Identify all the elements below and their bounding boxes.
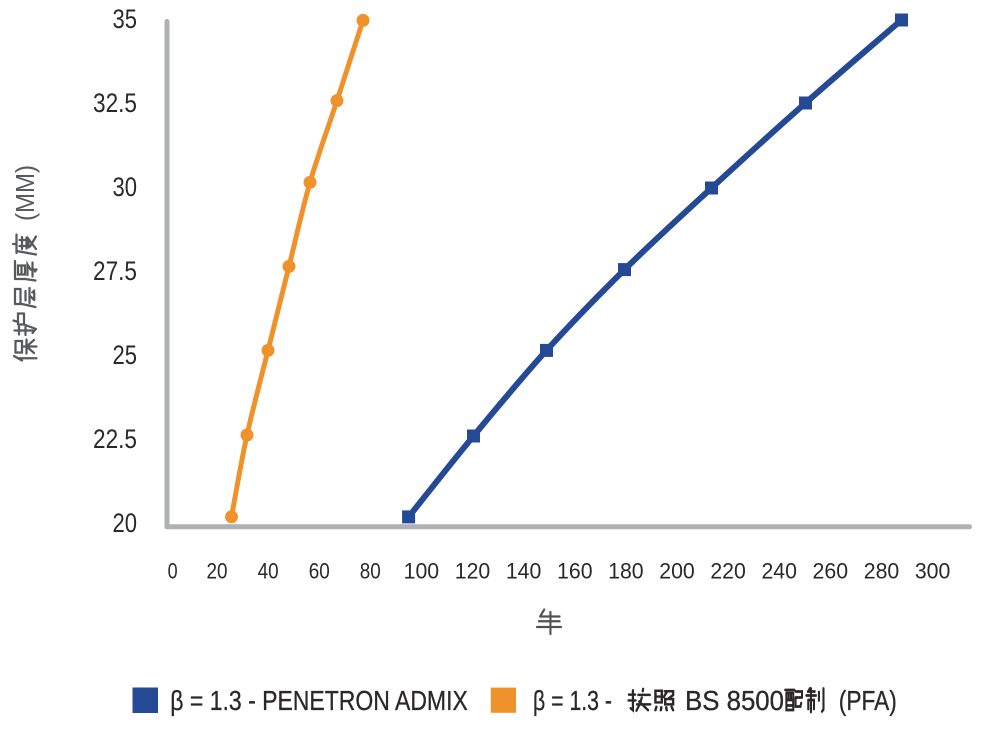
svg-text:80: 80 — [360, 559, 381, 584]
svg-text:0: 0 — [168, 559, 178, 584]
svg-text:27.5: 27.5 — [93, 256, 137, 286]
svg-text:280: 280 — [864, 559, 900, 584]
svg-text:100: 100 — [404, 559, 440, 584]
svg-text:25: 25 — [113, 340, 138, 370]
svg-text:40: 40 — [258, 559, 279, 584]
svg-text:260: 260 — [813, 559, 849, 584]
svg-text:220: 220 — [710, 559, 746, 584]
svg-text:(MM): (MM) — [10, 165, 40, 221]
svg-text:22.5: 22.5 — [93, 424, 137, 454]
svg-text:160: 160 — [557, 559, 593, 584]
svg-text:32.5: 32.5 — [93, 88, 137, 118]
svg-text:(PFA): (PFA) — [839, 685, 897, 716]
svg-text:120: 120 — [455, 559, 491, 584]
svg-text:β = 1.3 -: β = 1.3 - — [533, 685, 612, 716]
svg-text:BS 8500: BS 8500 — [685, 685, 784, 716]
svg-text:30: 30 — [113, 172, 138, 202]
svg-text:60: 60 — [309, 559, 330, 584]
svg-text:35: 35 — [113, 4, 138, 34]
svg-text:20: 20 — [113, 508, 138, 538]
svg-text:140: 140 — [506, 559, 542, 584]
svg-text:200: 200 — [659, 559, 695, 584]
svg-text:20: 20 — [207, 559, 228, 584]
svg-text:β = 1.3 - PENETRON ADMIX: β = 1.3 - PENETRON ADMIX — [170, 685, 468, 716]
svg-text:180: 180 — [608, 559, 644, 584]
svg-text:240: 240 — [761, 559, 797, 584]
svg-text:300: 300 — [915, 559, 951, 584]
